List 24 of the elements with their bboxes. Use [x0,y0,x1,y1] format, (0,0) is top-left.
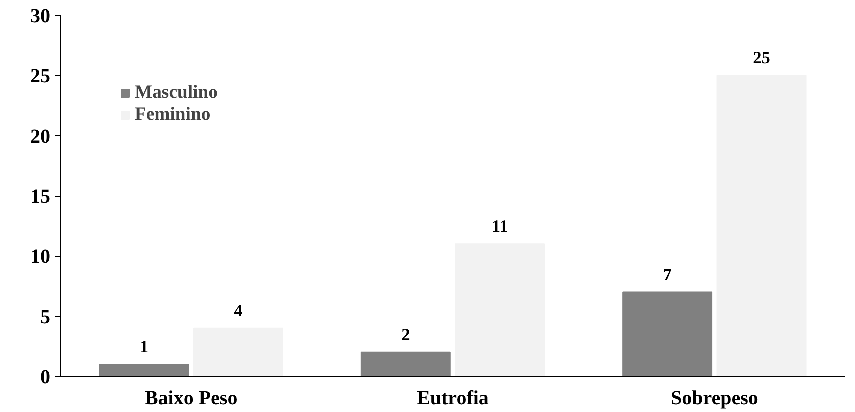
data-label: 1 [140,337,149,356]
legend-label: Feminino [135,104,211,126]
bar [360,352,451,376]
bar [716,75,807,376]
x-tick-label: Baixo Peso [144,388,238,410]
bar [193,328,284,376]
y-tick-label: 10 [30,246,50,268]
bar [99,364,190,376]
bar [622,292,713,376]
y-tick-label: 15 [30,186,50,208]
x-tick-label: Sobrepeso [670,388,758,410]
data-label: 4 [234,301,244,320]
y-tick-label: 5 [40,306,50,328]
x-tick-label: Eutrofia [417,388,489,410]
y-tick-label: 30 [30,6,50,28]
y-tick-label: 0 [40,366,50,388]
y-tick-label: 25 [30,66,50,88]
data-label: 2 [402,325,410,344]
y-tick-label: 20 [30,126,50,148]
data-label: 7 [663,265,672,284]
data-label: 11 [492,217,508,236]
bar [455,244,546,376]
legend-label: Masculino [135,82,218,104]
data-label: 25 [753,48,771,68]
